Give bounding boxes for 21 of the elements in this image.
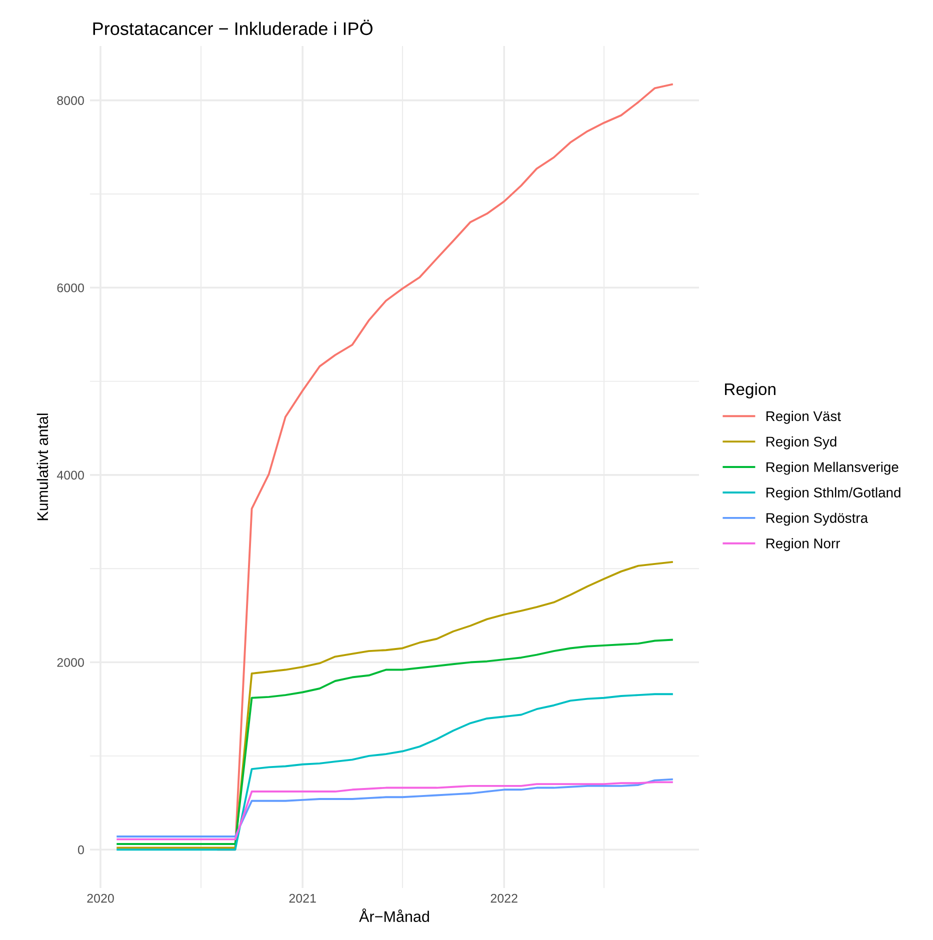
legend-label: Region Syd <box>766 436 836 450</box>
y-axis-title: Kumulativt antal <box>36 414 48 520</box>
line-series <box>116 693 673 851</box>
y-tick-label: 6000 <box>57 283 84 292</box>
legend-label: Region Mellansverige <box>766 462 898 475</box>
legend-label: Region Sthlm/Gotland <box>766 487 900 500</box>
legend-title: Region <box>725 382 776 398</box>
x-axis-title: År−Månad <box>359 908 429 922</box>
legend-label: Region Väst <box>766 410 841 424</box>
x-tick-label: 2022 <box>490 894 518 903</box>
y-tick-label: 8000 <box>57 96 84 105</box>
legend-label: Region Norr <box>766 538 840 552</box>
chart-title: Prostatacancer − Inkluderade i IPÖ <box>93 20 372 36</box>
y-tick-label: 2000 <box>57 658 84 667</box>
x-tick-label: 2021 <box>289 894 316 903</box>
y-tick-label: 4000 <box>56 470 84 480</box>
legend-label: Region Sydöstra <box>766 512 868 526</box>
line-series <box>116 561 673 849</box>
x-tick-label: 2020 <box>87 894 114 903</box>
y-tick-label: 0 <box>78 845 84 854</box>
line-series <box>116 638 673 845</box>
